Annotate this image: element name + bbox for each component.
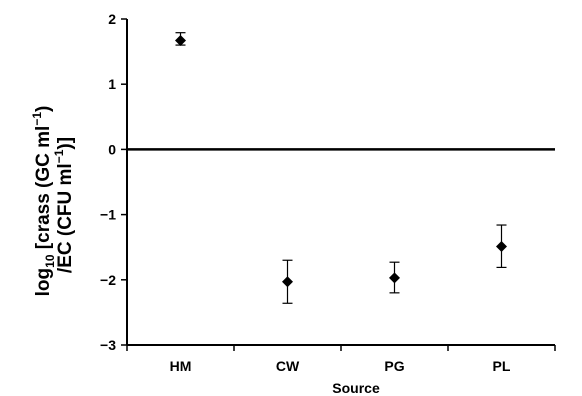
y-tick-label: −2	[100, 272, 116, 288]
x-axis-title: Source	[332, 380, 380, 396]
data-point-diamond	[496, 241, 507, 253]
y-axis-title: log10 [crass (GC ml−1) /EC (CFU ml−1)]	[30, 106, 76, 297]
data-point-diamond	[175, 35, 186, 47]
y-tick-label: 1	[108, 76, 116, 92]
y-tick-label: 0	[108, 141, 116, 157]
x-tick-label: CW	[276, 358, 300, 374]
y-tick-label: 2	[108, 11, 116, 27]
y-tick-label: −1	[100, 207, 116, 223]
data-point-diamond	[282, 276, 293, 288]
y-axis-title-line1: log10 [crass (GC ml−1)	[30, 106, 57, 297]
plot-area: 2 1 0 −1 −2 −3 HM CW PG PL	[100, 11, 556, 374]
x-tick-label: HM	[170, 358, 192, 374]
x-tick-label: PL	[493, 358, 511, 374]
x-tick-label: PG	[384, 358, 404, 374]
data-point-diamond	[389, 272, 400, 284]
y-axis-title-line2: /EC (CFU ml−1)]	[52, 137, 76, 273]
y-tick-label: −3	[100, 337, 116, 353]
